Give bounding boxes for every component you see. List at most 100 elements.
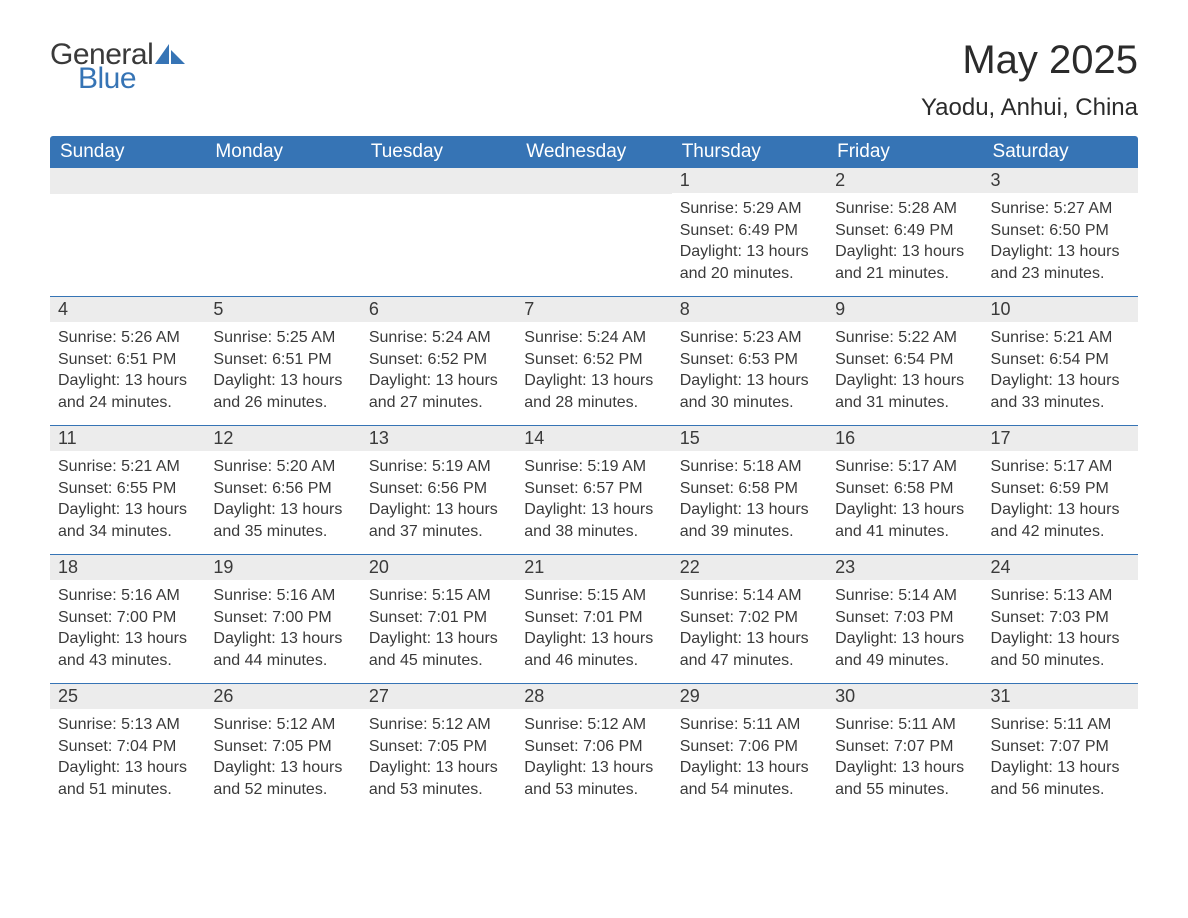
daylight-text: Daylight: 13 hours and 47 minutes.: [680, 628, 819, 671]
sunrise-text: Sunrise: 5:17 AM: [835, 456, 974, 478]
day-cell: 11Sunrise: 5:21 AMSunset: 6:55 PMDayligh…: [50, 426, 205, 554]
daylight-text: Daylight: 13 hours and 42 minutes.: [991, 499, 1130, 542]
sunset-text: Sunset: 6:57 PM: [524, 478, 663, 500]
day-cell: 16Sunrise: 5:17 AMSunset: 6:58 PMDayligh…: [827, 426, 982, 554]
day-content: Sunrise: 5:19 AMSunset: 6:57 PMDaylight:…: [516, 451, 671, 550]
day-cell: 25Sunrise: 5:13 AMSunset: 7:04 PMDayligh…: [50, 684, 205, 812]
sunrise-text: Sunrise: 5:17 AM: [991, 456, 1130, 478]
day-number: 17: [983, 426, 1138, 451]
day-number: 24: [983, 555, 1138, 580]
weekday-header-row: Sunday Monday Tuesday Wednesday Thursday…: [50, 136, 1138, 168]
sunrise-text: Sunrise: 5:12 AM: [524, 714, 663, 736]
day-number: 13: [361, 426, 516, 451]
day-number: 23: [827, 555, 982, 580]
day-content: Sunrise: 5:20 AMSunset: 6:56 PMDaylight:…: [205, 451, 360, 550]
day-cell: 28Sunrise: 5:12 AMSunset: 7:06 PMDayligh…: [516, 684, 671, 812]
week-row: 4Sunrise: 5:26 AMSunset: 6:51 PMDaylight…: [50, 296, 1138, 425]
sunset-text: Sunset: 7:06 PM: [524, 736, 663, 758]
day-content: Sunrise: 5:28 AMSunset: 6:49 PMDaylight:…: [827, 193, 982, 292]
sunset-text: Sunset: 7:00 PM: [213, 607, 352, 629]
sunrise-text: Sunrise: 5:28 AM: [835, 198, 974, 220]
day-number: 20: [361, 555, 516, 580]
sunset-text: Sunset: 7:03 PM: [835, 607, 974, 629]
header-row: General Blue May 2025 Yaodu, Anhui, Chin…: [50, 40, 1138, 122]
daylight-text: Daylight: 13 hours and 20 minutes.: [680, 241, 819, 284]
day-cell: 7Sunrise: 5:24 AMSunset: 6:52 PMDaylight…: [516, 297, 671, 425]
day-number: [50, 168, 205, 194]
day-cell: 17Sunrise: 5:17 AMSunset: 6:59 PMDayligh…: [983, 426, 1138, 554]
day-content: Sunrise: 5:11 AMSunset: 7:06 PMDaylight:…: [672, 709, 827, 808]
location-label: Yaodu, Anhui, China: [921, 94, 1138, 122]
day-number: 21: [516, 555, 671, 580]
daylight-text: Daylight: 13 hours and 34 minutes.: [58, 499, 197, 542]
weekday-monday: Monday: [205, 136, 360, 168]
day-content: Sunrise: 5:23 AMSunset: 6:53 PMDaylight:…: [672, 322, 827, 421]
sunset-text: Sunset: 7:06 PM: [680, 736, 819, 758]
day-cell: 3Sunrise: 5:27 AMSunset: 6:50 PMDaylight…: [983, 168, 1138, 296]
sunrise-text: Sunrise: 5:16 AM: [58, 585, 197, 607]
daylight-text: Daylight: 13 hours and 54 minutes.: [680, 757, 819, 800]
day-number: 5: [205, 297, 360, 322]
day-number: 29: [672, 684, 827, 709]
day-number: 1: [672, 168, 827, 193]
sunset-text: Sunset: 6:52 PM: [524, 349, 663, 371]
weekday-thursday: Thursday: [672, 136, 827, 168]
calendar: Sunday Monday Tuesday Wednesday Thursday…: [50, 136, 1138, 812]
day-content: Sunrise: 5:19 AMSunset: 6:56 PMDaylight:…: [361, 451, 516, 550]
day-content: Sunrise: 5:21 AMSunset: 6:54 PMDaylight:…: [983, 322, 1138, 421]
daylight-text: Daylight: 13 hours and 55 minutes.: [835, 757, 974, 800]
sunrise-text: Sunrise: 5:23 AM: [680, 327, 819, 349]
day-number: [516, 168, 671, 194]
day-cell: 27Sunrise: 5:12 AMSunset: 7:05 PMDayligh…: [361, 684, 516, 812]
day-cell: 29Sunrise: 5:11 AMSunset: 7:06 PMDayligh…: [672, 684, 827, 812]
daylight-text: Daylight: 13 hours and 46 minutes.: [524, 628, 663, 671]
sunset-text: Sunset: 7:00 PM: [58, 607, 197, 629]
day-content: Sunrise: 5:17 AMSunset: 6:58 PMDaylight:…: [827, 451, 982, 550]
daylight-text: Daylight: 13 hours and 33 minutes.: [991, 370, 1130, 413]
month-title: May 2025: [921, 40, 1138, 80]
day-cell: 21Sunrise: 5:15 AMSunset: 7:01 PMDayligh…: [516, 555, 671, 683]
sunset-text: Sunset: 6:58 PM: [835, 478, 974, 500]
day-number: 4: [50, 297, 205, 322]
day-content: Sunrise: 5:24 AMSunset: 6:52 PMDaylight:…: [516, 322, 671, 421]
logo-text-blue: Blue: [78, 64, 185, 94]
sunrise-text: Sunrise: 5:22 AM: [835, 327, 974, 349]
sunset-text: Sunset: 6:52 PM: [369, 349, 508, 371]
daylight-text: Daylight: 13 hours and 37 minutes.: [369, 499, 508, 542]
sunrise-text: Sunrise: 5:11 AM: [991, 714, 1130, 736]
day-number: 6: [361, 297, 516, 322]
daylight-text: Daylight: 13 hours and 49 minutes.: [835, 628, 974, 671]
day-content: Sunrise: 5:21 AMSunset: 6:55 PMDaylight:…: [50, 451, 205, 550]
sunrise-text: Sunrise: 5:13 AM: [991, 585, 1130, 607]
day-content: Sunrise: 5:29 AMSunset: 6:49 PMDaylight:…: [672, 193, 827, 292]
sunset-text: Sunset: 6:54 PM: [835, 349, 974, 371]
day-number: 12: [205, 426, 360, 451]
sunrise-text: Sunrise: 5:14 AM: [835, 585, 974, 607]
daylight-text: Daylight: 13 hours and 28 minutes.: [524, 370, 663, 413]
sunrise-text: Sunrise: 5:18 AM: [680, 456, 819, 478]
sunset-text: Sunset: 7:04 PM: [58, 736, 197, 758]
day-cell: 23 Sunrise: 5:14 AMSunset: 7:03 PMDayligh…: [827, 555, 982, 683]
day-content: Sunrise: 5:11 AMSunset: 7:07 PMDaylight:…: [827, 709, 982, 808]
day-number: 8: [672, 297, 827, 322]
day-content: Sunrise: 5:12 AMSunset: 7:05 PMDaylight:…: [205, 709, 360, 808]
daylight-text: Daylight: 13 hours and 52 minutes.: [213, 757, 352, 800]
day-cell: 10Sunrise: 5:21 AMSunset: 6:54 PMDayligh…: [983, 297, 1138, 425]
day-number: 14: [516, 426, 671, 451]
day-cell: 31Sunrise: 5:11 AMSunset: 7:07 PMDayligh…: [983, 684, 1138, 812]
day-cell: [361, 168, 516, 296]
daylight-text: Daylight: 13 hours and 43 minutes.: [58, 628, 197, 671]
daylight-text: Daylight: 13 hours and 31 minutes.: [835, 370, 974, 413]
daylight-text: Daylight: 13 hours and 23 minutes.: [991, 241, 1130, 284]
sunset-text: Sunset: 7:03 PM: [991, 607, 1130, 629]
week-row: 25Sunrise: 5:13 AMSunset: 7:04 PMDayligh…: [50, 683, 1138, 812]
sunrise-text: Sunrise: 5:25 AM: [213, 327, 352, 349]
day-cell: 8Sunrise: 5:23 AMSunset: 6:53 PMDaylight…: [672, 297, 827, 425]
sunrise-text: Sunrise: 5:14 AM: [680, 585, 819, 607]
sail-icon: [155, 44, 185, 64]
weekday-tuesday: Tuesday: [361, 136, 516, 168]
weekday-wednesday: Wednesday: [516, 136, 671, 168]
day-number: 30: [827, 684, 982, 709]
sunrise-text: Sunrise: 5:15 AM: [369, 585, 508, 607]
day-number: 19: [205, 555, 360, 580]
